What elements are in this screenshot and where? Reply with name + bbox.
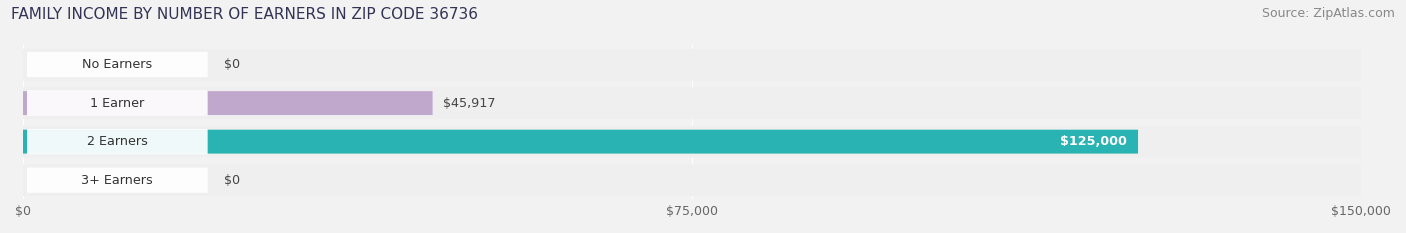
FancyBboxPatch shape — [27, 129, 208, 154]
FancyBboxPatch shape — [22, 87, 1361, 119]
Text: 3+ Earners: 3+ Earners — [82, 174, 153, 187]
FancyBboxPatch shape — [22, 164, 1361, 196]
FancyBboxPatch shape — [27, 90, 208, 116]
FancyBboxPatch shape — [27, 168, 208, 193]
FancyBboxPatch shape — [22, 126, 1361, 158]
FancyBboxPatch shape — [22, 49, 1361, 80]
FancyBboxPatch shape — [22, 130, 1137, 154]
FancyBboxPatch shape — [27, 52, 208, 77]
Text: $125,000: $125,000 — [1060, 135, 1128, 148]
Text: $45,917: $45,917 — [443, 97, 496, 110]
Text: Source: ZipAtlas.com: Source: ZipAtlas.com — [1261, 7, 1395, 20]
Text: $0: $0 — [224, 174, 240, 187]
Text: 2 Earners: 2 Earners — [87, 135, 148, 148]
Text: $0: $0 — [224, 58, 240, 71]
Text: No Earners: No Earners — [82, 58, 152, 71]
Text: FAMILY INCOME BY NUMBER OF EARNERS IN ZIP CODE 36736: FAMILY INCOME BY NUMBER OF EARNERS IN ZI… — [11, 7, 478, 22]
Text: 1 Earner: 1 Earner — [90, 97, 145, 110]
FancyBboxPatch shape — [22, 91, 433, 115]
